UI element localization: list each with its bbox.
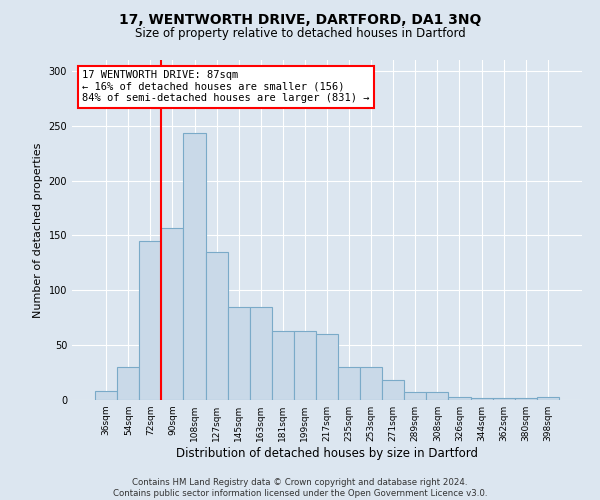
Bar: [493, 398, 515, 400]
Bar: [515, 398, 537, 400]
Bar: [360, 367, 382, 400]
Text: 17 WENTWORTH DRIVE: 87sqm
← 16% of detached houses are smaller (156)
84% of semi: 17 WENTWORTH DRIVE: 87sqm ← 16% of detac…: [82, 70, 370, 103]
Bar: [139, 241, 161, 400]
Y-axis label: Number of detached properties: Number of detached properties: [33, 142, 43, 318]
Bar: [382, 380, 404, 400]
Bar: [227, 307, 250, 400]
Bar: [427, 392, 448, 400]
Text: 17, WENTWORTH DRIVE, DARTFORD, DA1 3NQ: 17, WENTWORTH DRIVE, DARTFORD, DA1 3NQ: [119, 12, 481, 26]
Bar: [537, 396, 559, 400]
X-axis label: Distribution of detached houses by size in Dartford: Distribution of detached houses by size …: [176, 447, 478, 460]
Bar: [294, 331, 316, 400]
Bar: [95, 391, 117, 400]
Text: Contains HM Land Registry data © Crown copyright and database right 2024.
Contai: Contains HM Land Registry data © Crown c…: [113, 478, 487, 498]
Bar: [161, 228, 184, 400]
Text: Size of property relative to detached houses in Dartford: Size of property relative to detached ho…: [134, 28, 466, 40]
Bar: [272, 331, 294, 400]
Bar: [206, 252, 227, 400]
Bar: [316, 334, 338, 400]
Bar: [448, 396, 470, 400]
Bar: [250, 307, 272, 400]
Bar: [117, 367, 139, 400]
Bar: [404, 392, 427, 400]
Bar: [184, 134, 206, 400]
Bar: [338, 367, 360, 400]
Bar: [470, 398, 493, 400]
